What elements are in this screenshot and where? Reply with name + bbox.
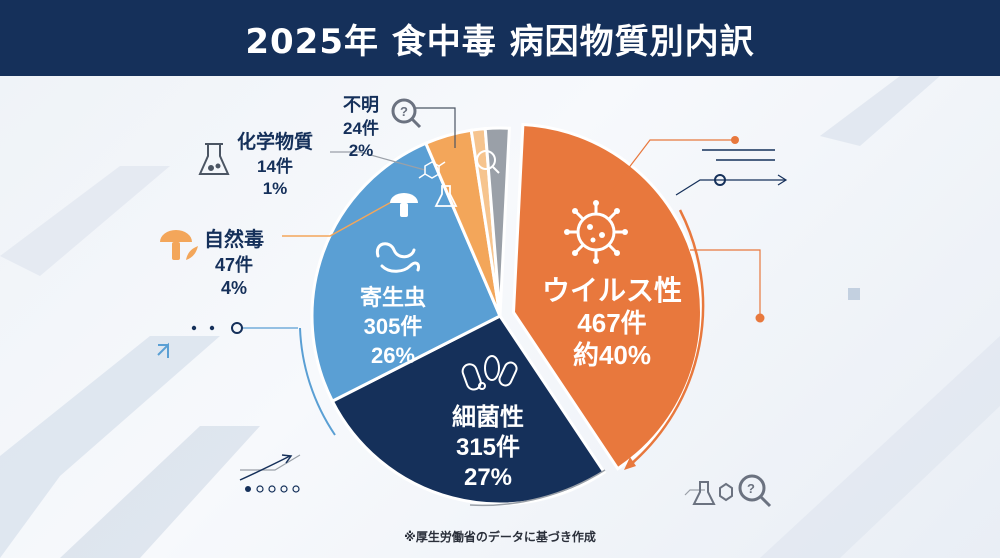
svg-text:?: ? (747, 481, 755, 496)
label-virus-percent: 約40% (573, 340, 651, 370)
label-parasite-count: 305件 (364, 314, 423, 339)
lab-search-icon: ? (692, 474, 772, 508)
background-decoration (0, 76, 1000, 558)
label-natural-percent: 4% (221, 278, 247, 298)
pie-slice-unknown (483, 126, 511, 317)
search-icon: ? (391, 98, 422, 129)
page-title: 2025年 食中毒 病因物質別内訳 (245, 21, 755, 62)
callout-lines (157, 107, 788, 507)
header-bar: 2025年 食中毒 病因物質別内訳 (0, 0, 1000, 76)
parasite-icon (375, 242, 420, 273)
chemical-flask-icon (198, 143, 230, 175)
label-parasite-percent: 26% (371, 343, 415, 368)
pie-slice-virus (511, 122, 703, 471)
label-unknown-count: 24件 (343, 118, 379, 138)
label-natural-name: 自然毒 (204, 227, 264, 251)
label-parasite-name: 寄生虫 (360, 285, 426, 310)
source-note: ※厚生労働省のデータに基づき作成 (404, 530, 596, 544)
label-chemical-percent: 1% (263, 179, 288, 198)
magnifier-icon (476, 150, 500, 174)
svg-text:?: ? (400, 104, 408, 119)
flask-icon (434, 185, 458, 207)
pie-slice-bacteria (330, 314, 607, 506)
label-bacteria-percent: 27% (464, 464, 512, 491)
label-unknown-percent: 2% (349, 141, 374, 160)
mushroom-icon (390, 193, 418, 217)
label-chemical-count: 14件 (257, 156, 293, 176)
virus-icon (564, 200, 628, 264)
label-chemical-name: 化学物質 (237, 130, 313, 153)
label-natural-count: 47件 (215, 254, 253, 275)
label-virus-count: 467件 (577, 308, 646, 338)
mushroom-plant-icon (160, 230, 198, 260)
label-bacteria-count: 315件 (456, 434, 520, 461)
bacteria-icon (461, 355, 518, 391)
label-bacteria-name: 細菌性 (452, 404, 524, 431)
label-virus-name: ウイルス性 (542, 275, 682, 306)
molecule-icon (418, 161, 446, 179)
label-unknown-name: 不明 (343, 95, 379, 115)
